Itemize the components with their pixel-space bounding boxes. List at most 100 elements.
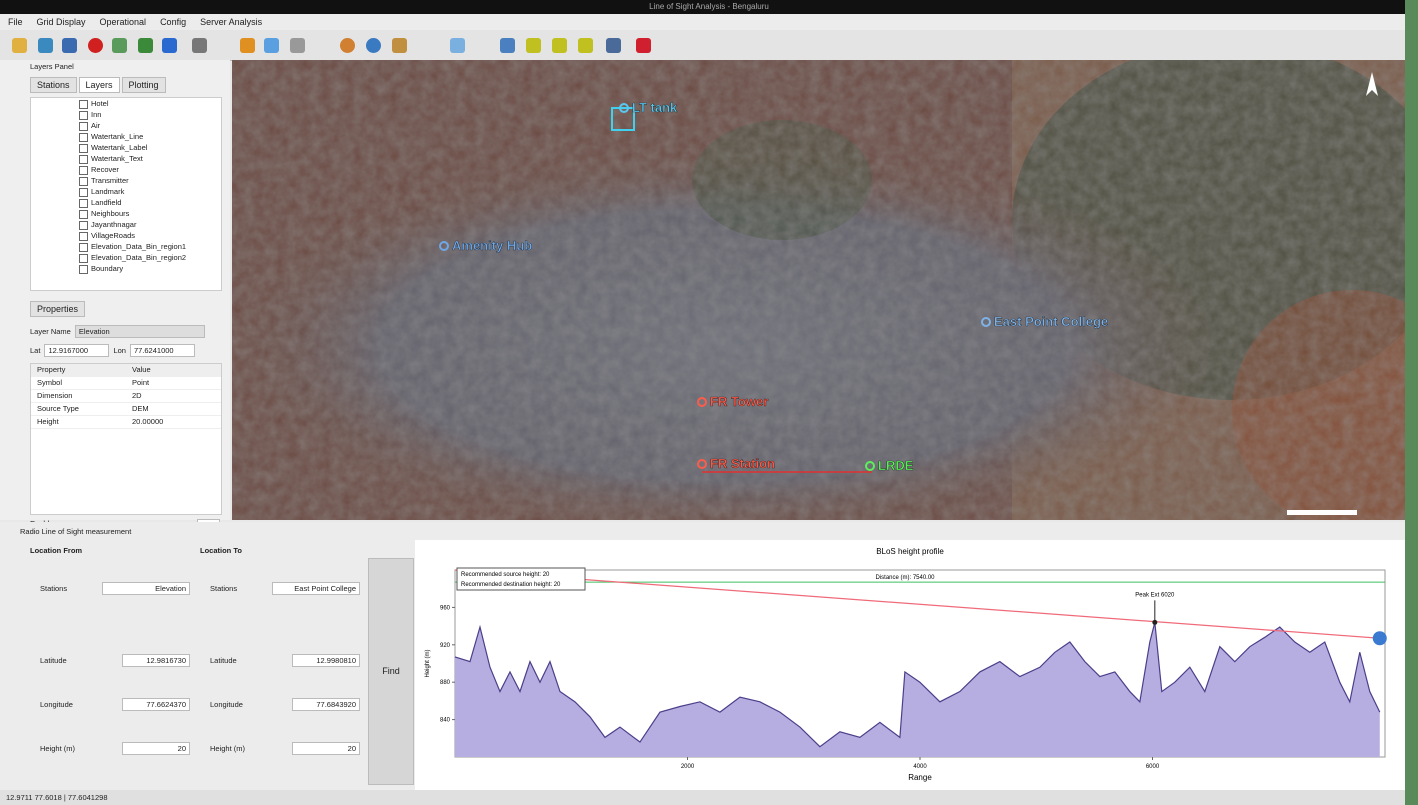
dropdown[interactable]: Elevation — [102, 582, 190, 595]
layer-item[interactable]: Inn — [31, 109, 221, 120]
toolbar — [0, 30, 1405, 61]
map-marker — [619, 103, 629, 113]
tool-icon[interactable] — [12, 38, 27, 53]
table-row: Height 20.00000 — [31, 416, 221, 429]
tool-icon[interactable] — [578, 38, 593, 53]
tool-icon[interactable] — [88, 38, 103, 53]
input[interactable]: 77.6241000 — [129, 344, 195, 357]
layer-item[interactable]: Watertank_Label — [31, 142, 221, 153]
distance-label: Distance (m): 7540.00 — [875, 575, 935, 581]
form-row: Stations Elevation — [40, 582, 190, 595]
label: Latitude — [40, 656, 67, 665]
y-tick-label: 920 — [440, 643, 451, 649]
tab[interactable]: Properties — [30, 301, 86, 317]
tool-icon[interactable] — [240, 38, 255, 53]
terrain-line — [454, 622, 1381, 748]
tool-icon[interactable] — [192, 38, 207, 53]
input[interactable]: 12.9167000 — [44, 344, 110, 357]
layer-item[interactable]: Elevation_Data_Bin_region1 — [31, 241, 221, 252]
y-tick-label: 840 — [440, 718, 451, 724]
input[interactable]: 77.6624370 — [122, 698, 190, 711]
layer-item[interactable]: Boundary — [31, 263, 221, 274]
layer-item[interactable]: VillageRoads — [31, 230, 221, 241]
tool-icon[interactable] — [526, 38, 541, 53]
tool-icon[interactable] — [340, 38, 355, 53]
label: Longitude — [210, 700, 243, 709]
form-row: Stations East Point College — [210, 582, 360, 595]
dropdown[interactable]: East Point College — [272, 582, 360, 595]
panel-title: Radio Line of Sight measurement — [20, 527, 132, 536]
legend — [456, 567, 586, 591]
table-cell: Height — [37, 417, 59, 426]
tool-icon[interactable] — [450, 38, 465, 53]
x-tick-label: 2000 — [681, 764, 695, 770]
menu-item[interactable]: Grid Display — [36, 17, 86, 27]
layer-item[interactable]: Elevation_Data_Bin_region2 — [31, 252, 221, 263]
table-row: Source Type DEM — [31, 403, 221, 416]
label: Latitude — [210, 656, 237, 665]
y-axis-label: Height (m) — [425, 649, 431, 677]
tool-icon[interactable] — [290, 38, 305, 53]
map-marker — [439, 241, 449, 251]
tool-icon[interactable] — [62, 38, 77, 53]
layer-item[interactable]: Watertank_Line — [31, 131, 221, 142]
input[interactable]: 20 — [122, 742, 190, 755]
terrain-area — [455, 622, 1380, 757]
find-button[interactable]: Find — [368, 558, 414, 785]
table-row: Symbol Point — [31, 377, 221, 390]
label: Stations — [40, 584, 68, 593]
north-arrow — [1366, 72, 1378, 96]
tool-icon[interactable] — [162, 38, 177, 53]
table-cell: Point — [132, 378, 150, 387]
chart-title: BLoS height profile — [876, 547, 944, 556]
tab-bar: Stations Layers Plotting — [0, 73, 230, 97]
menu-item[interactable]: Operational — [99, 17, 147, 27]
tool-icon[interactable] — [264, 38, 279, 53]
label: Lon — [113, 346, 126, 355]
tool-icon[interactable] — [38, 38, 53, 53]
table-cell: Symbol — [37, 378, 63, 387]
tool-icon[interactable] — [392, 38, 407, 53]
tool-icon[interactable] — [112, 38, 127, 53]
menu-item[interactable]: Server Analysis — [200, 17, 263, 27]
tool-icon[interactable] — [636, 38, 651, 53]
form-row: Latitude 12.9816730 — [40, 654, 190, 667]
layer-item[interactable]: Neighbours — [31, 208, 221, 219]
tab[interactable]: Plotting — [121, 77, 166, 93]
y-tick-label: 880 — [440, 680, 451, 686]
input[interactable]: 20 — [292, 742, 360, 755]
layer-item[interactable]: Air — [31, 120, 221, 131]
scale-bar — [1287, 510, 1357, 515]
layer-item[interactable]: Hotel — [31, 98, 221, 109]
tool-icon[interactable] — [606, 38, 621, 53]
layer-item[interactable]: Jayanthnagar — [31, 219, 221, 230]
layer-item[interactable]: Landmark — [31, 186, 221, 197]
map-view: LT tank Amenity Hub East Point College FR T… — [232, 60, 1405, 520]
section-heading: Location To — [200, 546, 242, 555]
table-cell: Source Type — [37, 404, 79, 413]
panel-title: Layers Panel — [30, 62, 74, 71]
tool-icon[interactable] — [138, 38, 153, 53]
tool-icon[interactable] — [366, 38, 381, 53]
tab[interactable]: Layers — [78, 77, 120, 93]
tool-icon[interactable] — [500, 38, 515, 53]
layer-list: Hotel Inn Air Watertank_Line Watertank_Label… — [30, 97, 222, 291]
layer-item[interactable]: Transmitter — [31, 175, 221, 186]
menu-item[interactable]: File — [8, 17, 23, 27]
dropdown[interactable]: Elevation — [74, 325, 205, 338]
layer-item[interactable]: Recover — [31, 164, 221, 175]
layer-item[interactable]: Watertank_Text — [31, 153, 221, 164]
input[interactable]: 77.6843920 — [292, 698, 360, 711]
x-axis-label: Range — [908, 773, 932, 782]
tool-icon[interactable] — [552, 38, 567, 53]
layer-item[interactable]: Landfield — [31, 197, 221, 208]
form-row: Longitude 77.6843920 — [210, 698, 360, 711]
menu-item[interactable]: Config — [160, 17, 187, 27]
map-label: East Point College — [994, 314, 1108, 329]
input[interactable]: 12.9816730 — [122, 654, 190, 667]
tab[interactable]: Stations — [30, 77, 77, 93]
map-label: Amenity Hub — [452, 238, 532, 253]
table-row: Dimension 2D — [31, 390, 221, 403]
input[interactable]: 12.9980810 — [292, 654, 360, 667]
status-bar: 12.9711 77.6018 | 77.6041298 — [0, 790, 1411, 805]
